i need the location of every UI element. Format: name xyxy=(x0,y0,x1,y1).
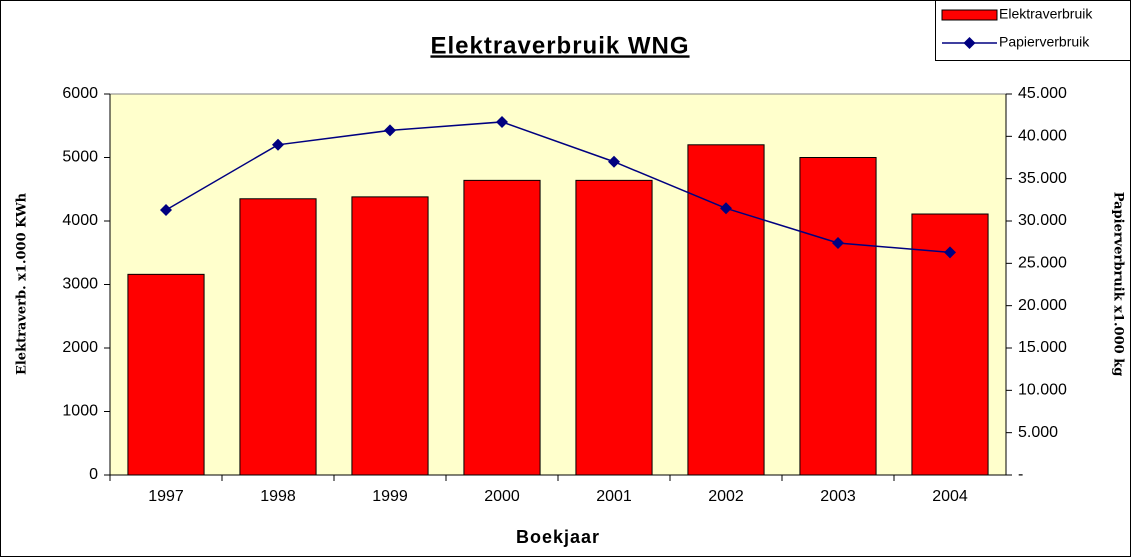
y2-tick-label: 35.000 xyxy=(1018,170,1067,187)
y2-tick-label: 40.000 xyxy=(1018,128,1067,145)
marker xyxy=(720,202,732,215)
bar xyxy=(575,179,653,476)
x-axis-title: Boekjaar xyxy=(516,527,600,547)
line xyxy=(165,121,951,254)
bar xyxy=(351,196,429,476)
y2-tick-label: - xyxy=(1018,466,1023,483)
y-tick-label: 3000 xyxy=(62,276,98,293)
y2-tick-label: 30.000 xyxy=(1018,212,1067,229)
bar xyxy=(799,157,877,476)
y-tick-label: 2000 xyxy=(62,339,98,356)
y-tick-label: 0 xyxy=(89,466,98,483)
legend-label: Elektraverbruik xyxy=(999,6,1093,22)
y-tick-label: 1000 xyxy=(62,403,98,420)
marker xyxy=(272,138,284,151)
x-tick-label: 2001 xyxy=(596,488,632,505)
y-tick-label: 5000 xyxy=(62,149,98,166)
marker xyxy=(160,203,172,216)
y-tick-label: 4000 xyxy=(62,212,98,229)
marker xyxy=(496,115,508,128)
bar xyxy=(463,179,541,476)
marker xyxy=(608,155,620,168)
legend-label: Papierverbruik xyxy=(999,34,1090,50)
legend-marker xyxy=(963,37,976,49)
marker xyxy=(944,246,956,259)
chart-title: Elektraverbruik WNG xyxy=(430,32,689,59)
bar xyxy=(239,198,317,476)
y-axis-title: Elektraverb. x1.000 KWh xyxy=(15,192,30,375)
x-tick-label: 2000 xyxy=(484,488,520,505)
x-tick-label: 1999 xyxy=(372,488,408,505)
x-tick-label: 1997 xyxy=(148,488,184,505)
legend-swatch xyxy=(941,9,998,21)
y2-tick-label: 25.000 xyxy=(1018,255,1067,272)
bar xyxy=(687,144,765,476)
x-tick-label: 2004 xyxy=(932,488,968,505)
y2-tick-label: 5.000 xyxy=(1018,424,1058,441)
y2-axis-title: Papierverbruik x1.000 kg xyxy=(1111,192,1126,377)
marker xyxy=(832,237,844,250)
bar xyxy=(127,273,205,476)
y2-tick-label: 45.000 xyxy=(1018,85,1067,102)
x-tick-label: 1998 xyxy=(260,488,296,505)
y-tick-label: 6000 xyxy=(62,85,98,102)
y2-tick-label: 15.000 xyxy=(1018,339,1067,356)
x-tick-label: 2002 xyxy=(708,488,744,505)
marker xyxy=(384,124,396,137)
y2-tick-label: 20.000 xyxy=(1018,297,1067,314)
x-tick-label: 2003 xyxy=(820,488,856,505)
y2-tick-label: 10.000 xyxy=(1018,382,1067,399)
